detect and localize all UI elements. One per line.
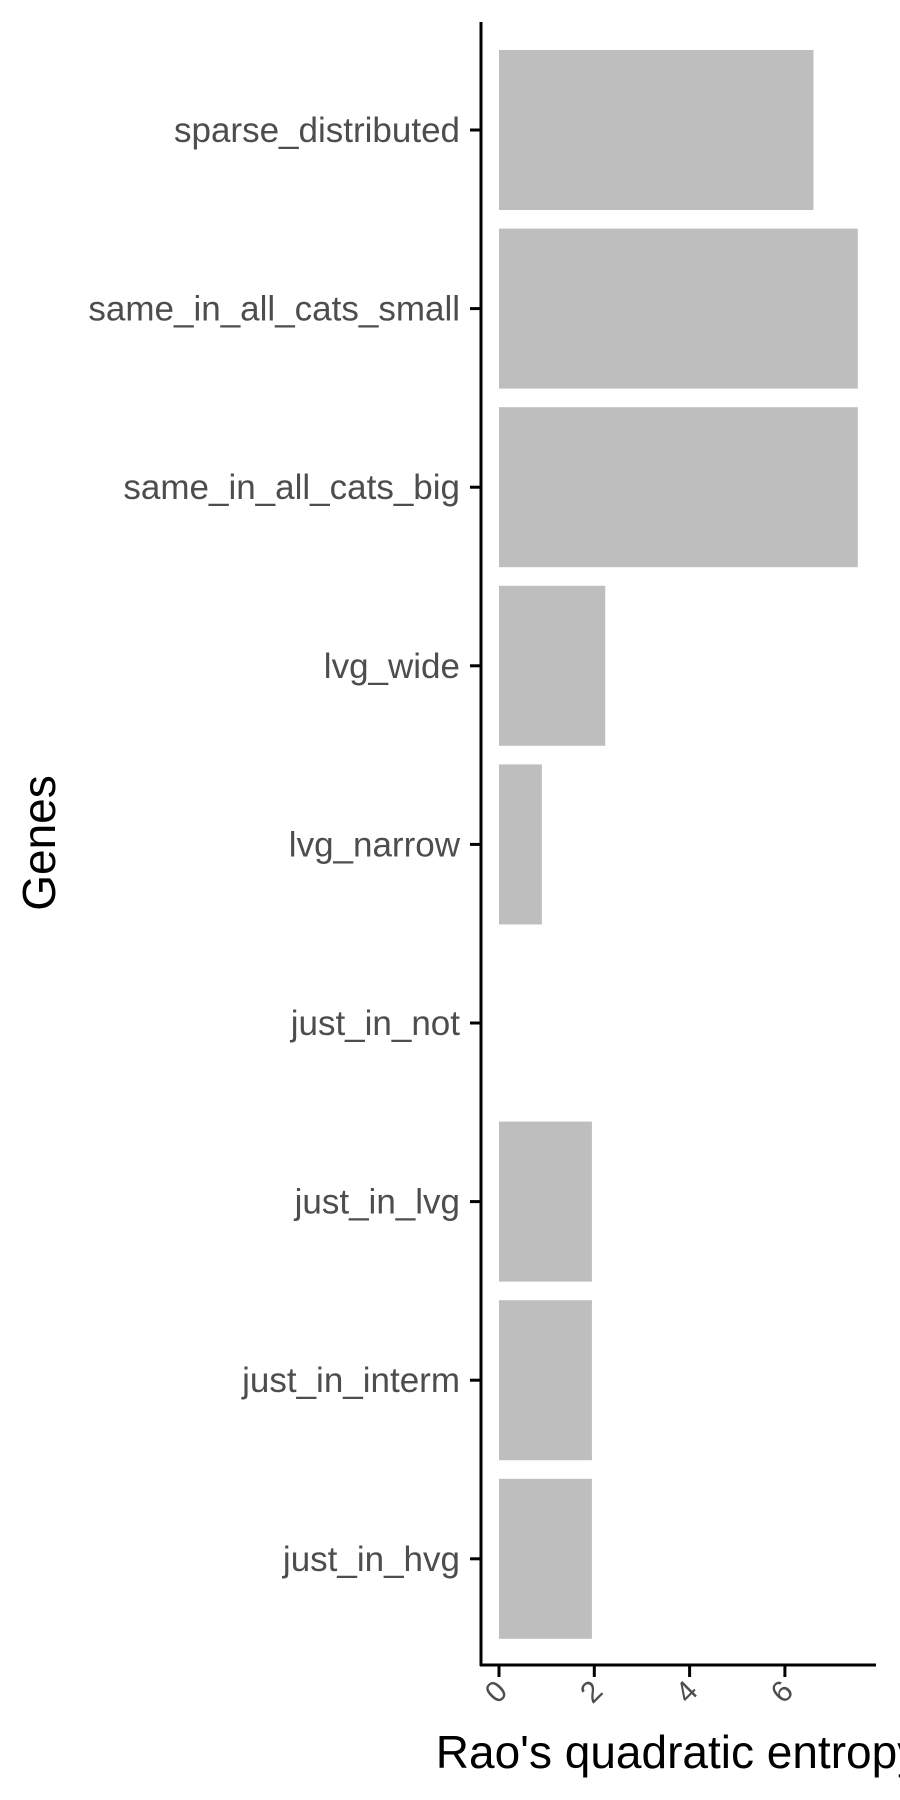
bar-sparse_distributed (499, 50, 814, 210)
category-label: same_in_all_cats_small (88, 290, 460, 329)
x-tick-label: 0 (479, 1675, 514, 1710)
category-label: just_in_hvg (282, 1540, 460, 1579)
x-axis-title: Rao's quadratic entropy (436, 1726, 900, 1778)
bar-just_in_hvg (499, 1478, 592, 1639)
y-axis-title: Genes (13, 775, 65, 911)
category-label: same_in_all_cats_big (123, 468, 460, 507)
category-label: just_in_lvg (294, 1183, 460, 1222)
category-label: just_in_interm (241, 1361, 460, 1400)
bars (499, 50, 858, 1639)
category-labels: sparse_distributed same_in_all_cats_small… (88, 111, 481, 1579)
bar-just_in_lvg (499, 1121, 592, 1282)
x-ticks: 0 2 4 6 (479, 1666, 800, 1710)
x-tick-label: 4 (669, 1675, 704, 1710)
bar-same_in_all_cats_big (499, 407, 858, 568)
x-tick-label: 2 (574, 1675, 609, 1710)
category-label: just_in_not (290, 1004, 461, 1043)
bar-just_in_interm (499, 1300, 592, 1461)
bar-same_in_all_cats_small (499, 228, 858, 389)
bar-lvg_narrow (499, 764, 542, 925)
category-label: sparse_distributed (174, 111, 460, 150)
x-tick-label: 6 (765, 1675, 800, 1710)
category-label: lvg_narrow (289, 825, 461, 864)
category-label: lvg_wide (324, 647, 460, 686)
bar-lvg_wide (499, 585, 606, 746)
